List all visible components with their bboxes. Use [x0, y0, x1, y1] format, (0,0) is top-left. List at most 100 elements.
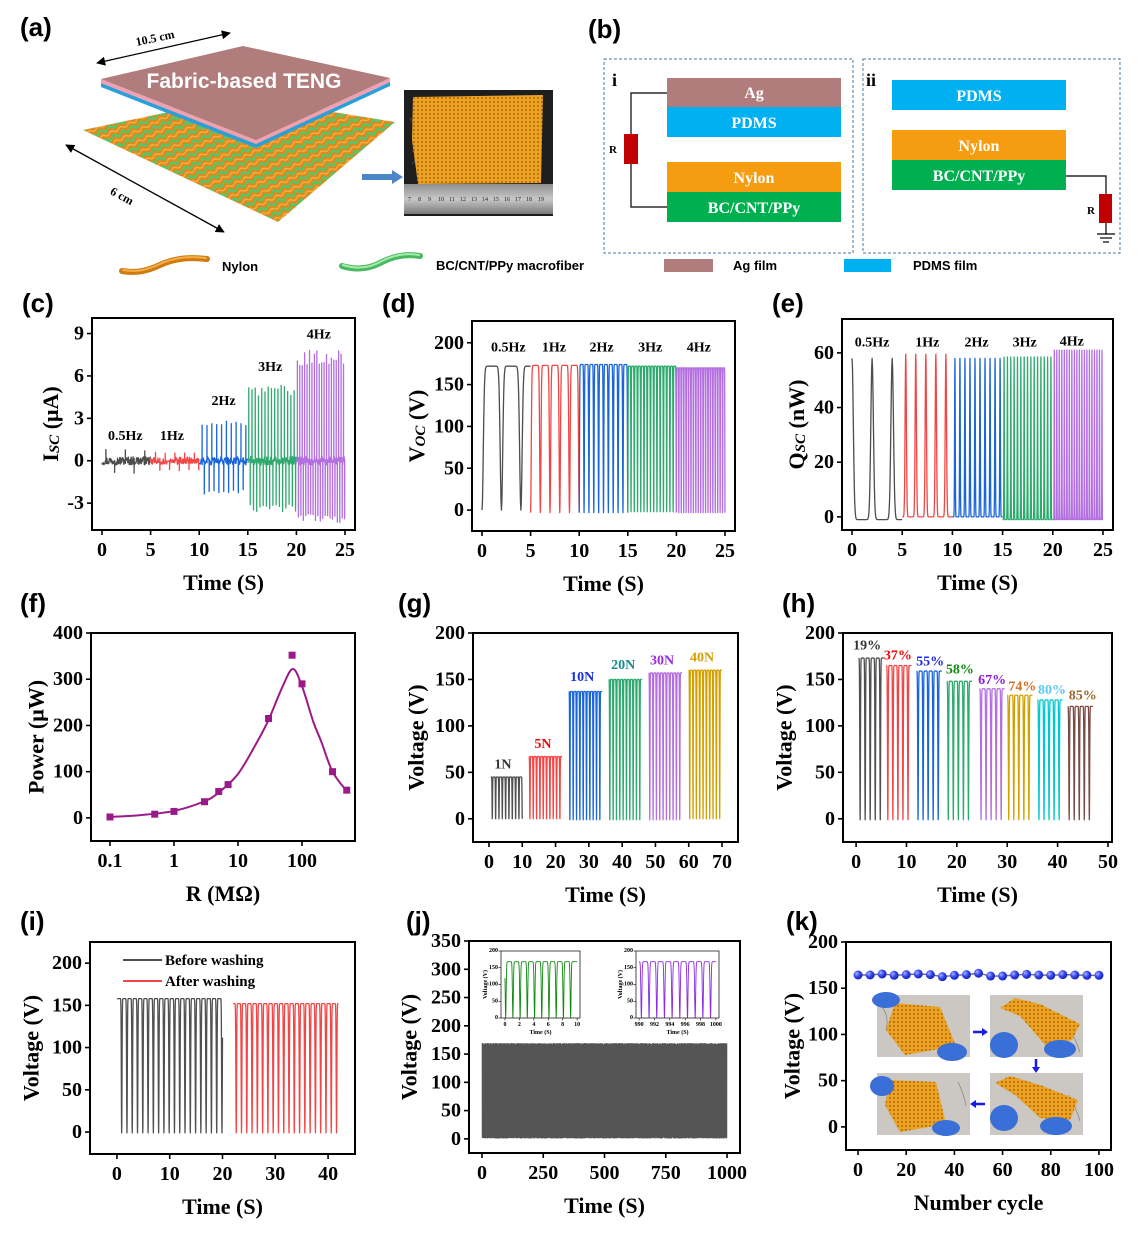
legend-item-pdms-film: PDMS film	[844, 258, 977, 273]
layer-label: BC/CNT/PPy	[708, 200, 800, 217]
y-axis-title-base: V	[404, 446, 429, 462]
x-tick-label: 25	[1093, 539, 1113, 561]
ag-layer	[667, 78, 841, 107]
data-point	[913, 969, 923, 979]
series-line-5n	[528, 755, 563, 820]
panel-label-k: (k)	[786, 906, 818, 936]
y-axis-title: VOC (V)	[404, 390, 430, 463]
plot-frame	[842, 632, 1113, 843]
data-point	[925, 970, 935, 980]
series-label-0-5hz: 0.5Hz	[108, 429, 143, 444]
y-axis-title: Voltage (V)	[772, 684, 797, 790]
x-tick-label: 20	[896, 1159, 916, 1181]
panel-label-c: (c)	[22, 288, 54, 318]
series-line-after-washing	[233, 1003, 339, 1134]
x-tick-label: 20	[947, 851, 967, 873]
ruler-mark: 16	[504, 197, 510, 203]
series-line-55pct	[916, 670, 942, 821]
panel-label-e: (e)	[772, 288, 804, 318]
x-tick-label: 0	[477, 1162, 487, 1184]
series-line-before-washing	[116, 997, 224, 1134]
y-tick-label: 100	[624, 982, 633, 988]
x-axis-title: Time (S)	[565, 882, 646, 907]
series-line-67pct	[979, 688, 1005, 821]
chart-legend: Before washing After washing	[123, 953, 264, 990]
y-tick-label: 300	[431, 958, 461, 980]
y-axis-title-unit: (V)	[404, 390, 429, 426]
ruler-mark: 14	[482, 197, 488, 203]
data-point	[1058, 970, 1068, 980]
series-line-80pct	[1036, 699, 1063, 821]
plot-area	[106, 651, 351, 821]
y-tick-label: 200	[434, 332, 464, 354]
panel-label-f: (f)	[20, 588, 46, 618]
series-line-2hz	[198, 420, 249, 495]
x-tick-label: 8	[561, 1022, 564, 1028]
y-axis-title: Voltage (V)	[404, 684, 429, 790]
ag-film-swatch	[664, 259, 713, 272]
plot-frame	[841, 318, 1114, 531]
x-tick-label: 1000	[710, 1022, 722, 1028]
x-tick-label: 2	[518, 1022, 521, 1028]
plot-area	[481, 1042, 728, 1139]
legend-label-after-washing: After washing	[165, 974, 256, 990]
y-axis-title-subscript: OC	[413, 425, 429, 447]
series-label-0-5hz: 0.5Hz	[855, 335, 890, 350]
y-axis-title: Voltage (V)	[482, 970, 489, 999]
x-tick-label: 40	[1048, 851, 1068, 873]
chart-f-power-vs-resistance: 0.1 1 10 100 0 100 200 300 400 R (MΩ) Power (μW)	[24, 622, 356, 906]
series-label-2hz: 2Hz	[590, 340, 614, 355]
resistor-icon	[1099, 194, 1112, 223]
y-tick-label: 100	[53, 761, 83, 783]
y-tick-label: 50	[62, 1079, 82, 1101]
plot-area	[481, 363, 726, 514]
legend-label: BC/CNT/PPy macrofiber	[436, 258, 584, 273]
x-tick-label: 40	[612, 851, 632, 873]
y-axis-title: Voltage (V)	[780, 993, 805, 1099]
series-line-1hz	[902, 353, 953, 518]
data-point	[961, 970, 971, 980]
circuit-box	[862, 58, 1121, 254]
legend-item-macrofiber: BC/CNT/PPy macrofiber	[339, 252, 584, 273]
series-line-10n	[568, 690, 603, 821]
arrow-down-icon	[1032, 1059, 1040, 1073]
plot-frame	[90, 632, 356, 842]
circuit-label: ii	[866, 70, 876, 90]
chart-g-voltage-vs-force: 0 10 20 30 40 50 60 70 0 50 100 150 200 Time (S) Volta…	[404, 622, 739, 907]
x-tick-label: 0	[97, 539, 107, 561]
wire	[630, 92, 667, 134]
y-tick-label: 0	[630, 1015, 633, 1021]
series-label-1hz: 1Hz	[160, 429, 184, 444]
y-tick-label: -3	[67, 492, 84, 514]
series-label-58pct: 58%	[946, 663, 974, 678]
y-axis-title: QSC (nW)	[784, 380, 810, 470]
series-label-1hz: 1Hz	[915, 335, 939, 350]
series-line-1hz	[149, 451, 200, 472]
y-tick-label: 200	[52, 952, 82, 974]
plot-frame	[845, 941, 1112, 1151]
series-line-3hz	[247, 384, 298, 513]
layer-label: BC/CNT/PPy	[933, 168, 1025, 185]
y-axis-title-base: I	[38, 453, 63, 462]
x-tick-label: 60	[993, 1159, 1013, 1181]
width-dimension-label: 10.5 cm	[134, 27, 175, 49]
x-tick-label: 100	[287, 850, 317, 872]
y-tick-label: 50	[441, 1100, 461, 1122]
x-tick-label: 0	[477, 540, 487, 562]
x-tick-label: 0	[503, 1022, 506, 1028]
series-line-4hz	[1052, 349, 1104, 521]
nylon-layer	[667, 162, 841, 192]
x-tick-label: 25	[715, 540, 735, 562]
y-tick-label: 350	[431, 930, 461, 952]
arrow-left-icon	[970, 1100, 985, 1108]
x-tick-label: 20	[213, 1163, 233, 1185]
y-tick-label: 150	[805, 668, 835, 690]
x-axis-title: Time (S)	[563, 571, 644, 596]
arrow-right-icon	[362, 170, 403, 184]
bending-photo-3	[990, 1073, 1083, 1135]
x-axis-title: R (MΩ)	[186, 881, 260, 906]
y-tick-label: 0	[455, 808, 465, 830]
x-axis-title: Time (S)	[937, 570, 1018, 595]
series-line-0-5hz	[851, 357, 903, 521]
